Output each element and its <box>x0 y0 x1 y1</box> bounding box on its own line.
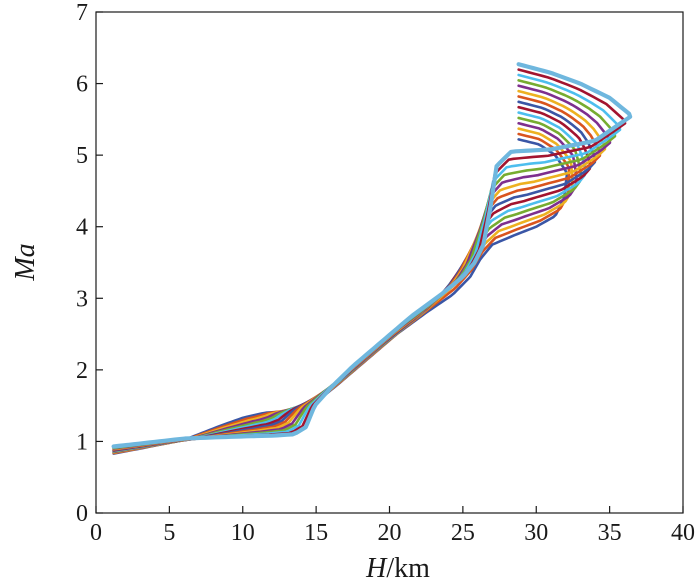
trajectory-line <box>112 132 571 455</box>
x-axis-ticks: 0 5 10 15 20 25 30 35 40 <box>90 506 695 546</box>
trajectory-line <box>112 116 583 453</box>
x-tick-label: 25 <box>451 520 475 546</box>
y-tick-label: 7 <box>76 0 88 26</box>
y-tick-label: 6 <box>76 72 88 98</box>
x-tick-label: 0 <box>90 520 102 546</box>
x-tick-label: 30 <box>524 520 548 546</box>
trajectory-line <box>111 62 633 449</box>
y-tick-label: 5 <box>76 143 88 169</box>
trajectory-line <box>112 84 612 450</box>
y-tick-label: 0 <box>76 501 88 527</box>
x-tick-label: 40 <box>671 520 695 546</box>
x-tick-label: 20 <box>378 520 402 546</box>
y-tick-label: 3 <box>76 286 88 312</box>
x-axis-label: H/km <box>365 553 430 583</box>
trajectory-line <box>112 100 597 452</box>
x-tick-label: 35 <box>598 520 622 546</box>
trajectory-line <box>112 111 587 453</box>
x-tick-label: 15 <box>304 520 328 546</box>
trajectory-line <box>112 121 578 454</box>
trajectory-line <box>112 89 607 451</box>
y-tick-label: 2 <box>76 358 88 384</box>
y-tick-label: 1 <box>76 429 88 455</box>
x-tick-label: 10 <box>231 520 255 546</box>
curve-series-group <box>111 62 633 455</box>
y-axis-label: Ma <box>10 243 41 281</box>
y-tick-label: 4 <box>76 215 88 241</box>
x-tick-label: 5 <box>163 520 175 546</box>
y-axis-ticks: 0 1 2 3 4 5 6 7 <box>76 0 103 527</box>
